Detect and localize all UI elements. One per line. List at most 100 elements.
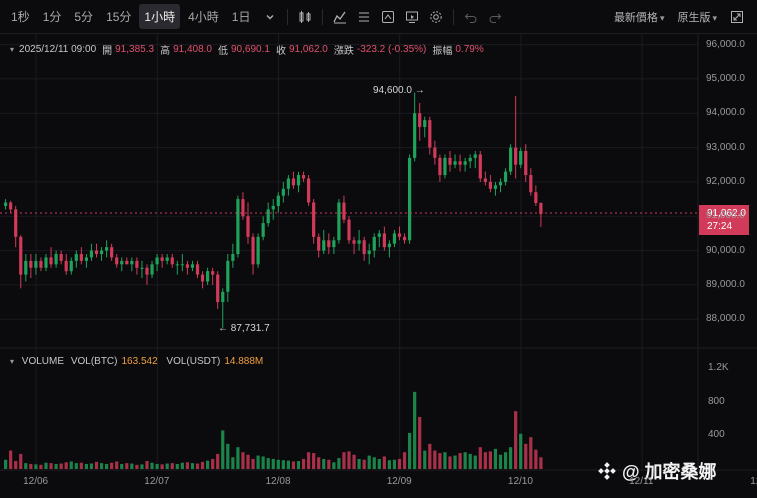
interval-1d[interactable]: 1日	[231, 10, 251, 24]
candle-body	[216, 274, 220, 303]
time-tick-label: 12/08	[265, 476, 291, 487]
candle-body	[69, 260, 73, 272]
volume-bars	[4, 391, 543, 469]
candle-body	[256, 236, 260, 265]
candle-body	[54, 254, 58, 265]
candle-body	[19, 236, 23, 275]
volume-caret-icon[interactable]: ▾	[10, 357, 15, 366]
change-label: 漲跌	[333, 46, 354, 57]
candle-body	[453, 161, 457, 165]
candle-body	[473, 154, 477, 158]
volume-bar	[276, 459, 280, 469]
candle-body	[448, 157, 452, 165]
volume-bar	[231, 457, 235, 469]
volume-bar	[438, 453, 442, 469]
candle-body	[468, 157, 472, 162]
volume-bar	[9, 450, 13, 469]
candle-body	[362, 240, 366, 255]
volume-bar	[99, 463, 104, 469]
volume-bar	[367, 455, 371, 469]
chart-mode-select[interactable]: 原生版 ▾	[672, 5, 722, 29]
volume-bar	[448, 456, 452, 469]
volume-bar	[216, 453, 220, 469]
candle-body	[39, 260, 43, 268]
candle-body	[413, 113, 417, 158]
indicator-icon[interactable]	[332, 9, 348, 25]
caret-down-icon: ▾	[659, 12, 665, 23]
volume-bar	[413, 391, 417, 469]
layout-icon[interactable]	[380, 9, 396, 25]
low-annotation-value: 87,731.7	[230, 323, 270, 334]
volume-bar	[125, 463, 129, 469]
interval-4h[interactable]: 4小時	[188, 10, 219, 24]
candle-body	[281, 188, 285, 196]
candle-body	[59, 254, 63, 261]
candle-body	[488, 181, 492, 189]
interval-1h[interactable]: 1小時	[139, 4, 181, 29]
candle-body	[200, 274, 205, 282]
candle-body	[372, 236, 376, 251]
volume-bar	[110, 462, 114, 469]
candle-body	[296, 175, 301, 186]
draw-tools-icon[interactable]	[356, 9, 372, 25]
grid-lines	[0, 34, 698, 470]
volume-bar	[488, 451, 492, 469]
amplitude-value: 0.79%	[455, 44, 484, 55]
volume-bar	[332, 462, 336, 469]
binance-logo-icon	[598, 462, 616, 480]
candle-body	[377, 233, 381, 237]
candle-body	[271, 205, 275, 210]
candle-body	[89, 250, 94, 258]
candle-body	[24, 260, 28, 275]
candle-body	[276, 195, 280, 206]
volume-bar	[261, 456, 265, 469]
candle-body	[29, 260, 33, 268]
volume-bar	[418, 417, 422, 469]
high-label: 高	[160, 46, 171, 57]
candle-body	[99, 250, 104, 255]
interval-1m[interactable]: 1分	[42, 10, 62, 24]
candle-body	[211, 271, 215, 275]
fullscreen-icon[interactable]	[729, 9, 745, 25]
volume-bar	[226, 443, 230, 469]
candle-body	[509, 147, 513, 172]
ohlc-datetime: 2025/12/11 09:00	[19, 44, 97, 55]
toolbar-divider	[322, 8, 324, 25]
volume-bar	[327, 459, 331, 469]
volume-bar	[498, 454, 503, 469]
settings-icon[interactable]	[428, 9, 444, 25]
candle-body	[524, 151, 528, 176]
close-value: 91,062.0	[288, 44, 328, 55]
volume-bar	[256, 455, 260, 469]
price-tick-label: 88,000.0	[706, 313, 745, 325]
interval-1s[interactable]: 1秒	[11, 10, 30, 24]
redo-icon[interactable]	[487, 9, 503, 25]
candle-body	[352, 240, 356, 244]
volume-bar	[473, 455, 477, 469]
chevron-down-icon[interactable]	[262, 9, 278, 25]
low-value: 90,690.1	[231, 44, 270, 55]
volume-bar	[372, 457, 376, 469]
legend-caret-icon[interactable]: ▾	[10, 45, 15, 54]
volume-bar	[352, 454, 356, 469]
time-tick-label: 12/06	[23, 476, 49, 487]
interval-5m[interactable]: 5分	[74, 10, 94, 24]
volume-bar	[211, 458, 215, 469]
candle-body	[246, 216, 250, 237]
interval-15m[interactable]: 15分	[106, 10, 132, 24]
price-mode-select[interactable]: 最新價格 ▾	[609, 5, 670, 29]
volume-bar	[519, 433, 523, 469]
volume-bar	[433, 450, 437, 469]
candle-type-icon[interactable]	[297, 9, 313, 25]
candle-body	[180, 264, 184, 266]
vol-usdt-label: VOL(USDT)	[166, 356, 221, 367]
volume-bar	[44, 462, 48, 469]
candle-body	[130, 260, 134, 265]
undo-icon[interactable]	[463, 9, 479, 25]
high-annotation-value: 94,600.0	[373, 85, 412, 96]
candle-body	[49, 257, 53, 265]
volume-bar	[312, 453, 316, 469]
candle-body	[433, 147, 437, 158]
replay-icon[interactable]	[404, 9, 420, 25]
